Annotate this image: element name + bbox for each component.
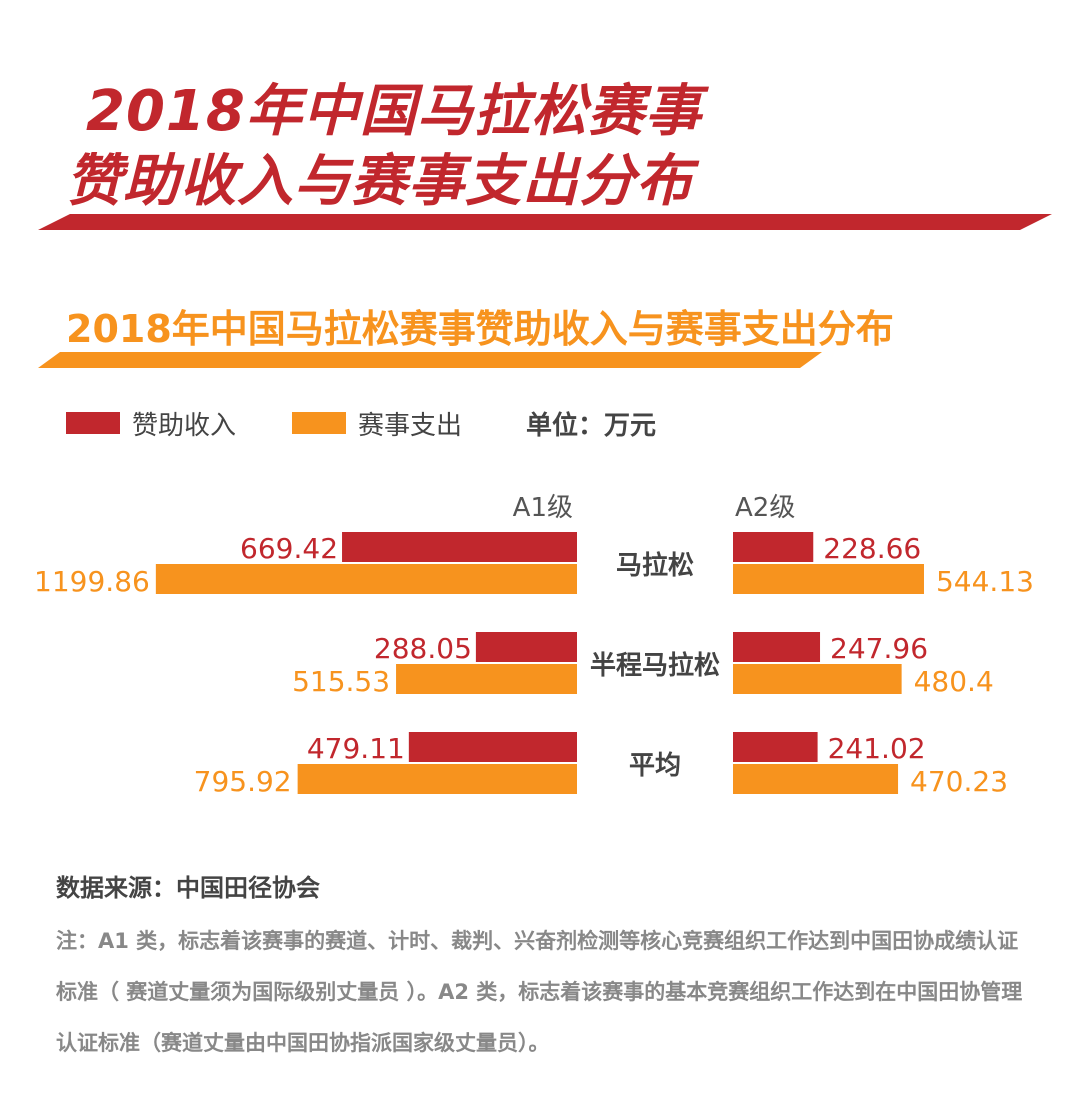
bar-a2-sponsor <box>733 632 821 662</box>
category-label: 马拉松 <box>616 550 694 581</box>
bar-a1-sponsor <box>408 732 577 762</box>
unit-label: 单位：万元 <box>526 411 657 441</box>
label-a2-sponsor: 241.02 <box>828 732 926 765</box>
bar-a2-expense <box>733 764 899 794</box>
label-a1-sponsor: 479.11 <box>307 732 405 765</box>
label-a2-sponsor: 247.96 <box>830 632 928 665</box>
decorative-stripes <box>38 214 1052 368</box>
category-label: 平均 <box>629 751 681 781</box>
bar-a2-expense <box>733 564 924 594</box>
main-title-line2: 赞助收入与赛事支出分布 <box>66 149 693 214</box>
bar-a1-expense <box>396 664 577 694</box>
main-title: 2018年中国马拉松赛事 赞助收入与赛事支出分布 <box>0 0 1080 240</box>
category-label: 半程马拉松 <box>590 650 720 681</box>
bar-a1-sponsor <box>475 632 577 662</box>
data-source: 数据来源：中国田径协会 <box>56 874 320 902</box>
label-a1-sponsor: 669.42 <box>240 532 338 565</box>
legend-swatch-expense <box>292 412 346 434</box>
label-a1-sponsor: 288.05 <box>374 632 472 665</box>
label-a1-expense: 795.92 <box>194 765 292 798</box>
bar-a2-sponsor <box>733 532 814 562</box>
bar-a1-sponsor <box>342 532 577 562</box>
chart-title: 2018年中国马拉松赛事赞助收入与赛事支出分布 <box>66 307 894 351</box>
group-label-a2: A2级 <box>735 493 795 523</box>
subtitle-underline-stripe <box>38 352 822 368</box>
footnote: 注：A1 类，标志着该赛事的赛道、计时、裁判、兴奋剂检测等核心竞赛组织工作达到中… <box>56 929 1023 1055</box>
label-a2-expense: 470.23 <box>910 765 1008 798</box>
legend-label-expense: 赛事支出 <box>358 411 463 441</box>
label-a1-expense: 1199.86 <box>34 565 150 598</box>
bar-a1-expense <box>155 564 578 594</box>
main-title-line1: 2018年中国马拉松赛事 <box>86 79 702 144</box>
bar-a2-expense <box>733 664 902 694</box>
legend-label-sponsor: 赞助收入 <box>132 411 237 441</box>
label-a1-expense: 515.53 <box>292 665 390 698</box>
bar-a2-sponsor <box>733 732 818 762</box>
legend-swatch-sponsor <box>66 412 120 434</box>
butterfly-bar-chart: A1级 A2级 669.42 1199.86 228.66 544.13 马拉松 288.05… <box>34 493 1034 798</box>
label-a2-expense: 544.13 <box>936 565 1034 598</box>
chart-legend: 赞助收入 赛事支出 单位：万元 <box>66 402 766 442</box>
label-a2-expense: 480.4 <box>914 665 994 698</box>
bar-a1-expense <box>297 764 577 794</box>
group-label-a1: A1级 <box>513 493 573 523</box>
title-underline-stripe <box>38 214 1052 230</box>
label-a2-sponsor: 228.66 <box>823 532 921 565</box>
